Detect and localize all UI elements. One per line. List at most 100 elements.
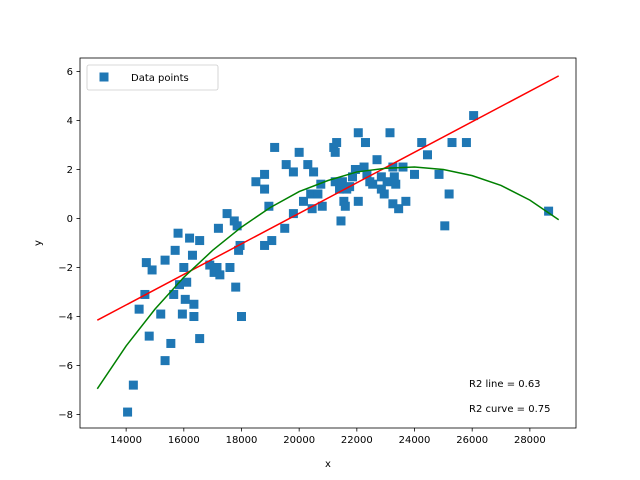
data-point-59 bbox=[330, 147, 340, 157]
data-point-12 bbox=[170, 245, 180, 255]
x-axis: 14000 16000 18000 20000 22000 24000 26000 28000 bbox=[110, 428, 546, 446]
data-point-9 bbox=[160, 255, 170, 265]
data-point-81 bbox=[379, 189, 389, 199]
data-point-8 bbox=[160, 356, 170, 366]
data-point-74 bbox=[360, 138, 370, 148]
data-point-94 bbox=[434, 169, 444, 179]
data-point-20 bbox=[187, 250, 197, 260]
x-tick-label-28000: 28000 bbox=[514, 435, 546, 446]
data-point-16 bbox=[179, 263, 189, 272]
data-point-42 bbox=[264, 201, 274, 211]
data-point-37 bbox=[236, 312, 246, 322]
data-point-79 bbox=[376, 184, 386, 194]
data-point-32 bbox=[229, 216, 239, 226]
x-axis-label: x bbox=[325, 459, 331, 470]
data-point-27 bbox=[212, 263, 222, 272]
y-axis: −8 −6 −4 −2 0 2 4 6 bbox=[58, 67, 80, 421]
y-tick-label-2: 2 bbox=[67, 165, 73, 176]
x-tick-label-14000: 14000 bbox=[110, 435, 142, 446]
data-point-5 bbox=[144, 331, 154, 341]
data-point-25 bbox=[205, 260, 215, 270]
data-point-53 bbox=[307, 204, 317, 214]
data-point-95 bbox=[440, 221, 450, 231]
data-point-82 bbox=[382, 177, 392, 187]
data-point-23 bbox=[195, 334, 205, 344]
y-axis-label: y bbox=[33, 240, 44, 246]
data-point-71 bbox=[353, 196, 363, 206]
data-point-47 bbox=[288, 209, 298, 219]
data-point-78 bbox=[372, 155, 382, 165]
plot-frame bbox=[79, 57, 577, 429]
data-point-92 bbox=[417, 138, 427, 148]
data-point-14 bbox=[174, 280, 184, 290]
y-tick-label-6: 6 bbox=[67, 67, 73, 78]
data-point-60 bbox=[330, 177, 340, 187]
data-point-56 bbox=[316, 179, 326, 189]
data-point-46 bbox=[281, 160, 291, 170]
data-point-75 bbox=[362, 169, 372, 179]
data-point-4 bbox=[141, 258, 151, 268]
legend: Data points bbox=[86, 64, 219, 91]
data-point-29 bbox=[215, 270, 225, 280]
data-point-40 bbox=[260, 184, 270, 194]
data-point-2 bbox=[134, 304, 144, 314]
data-point-26 bbox=[209, 267, 219, 277]
legend-box bbox=[86, 64, 219, 91]
data-point-100 bbox=[544, 206, 554, 216]
data-point-57 bbox=[317, 201, 327, 211]
plot-area bbox=[96, 75, 560, 417]
data-point-63 bbox=[336, 216, 346, 226]
y-tick-label--6: −6 bbox=[58, 361, 73, 372]
data-point-99 bbox=[469, 111, 479, 121]
data-point-48 bbox=[288, 167, 298, 177]
r2-line-annotation: R2 line = 0.63 bbox=[469, 379, 541, 390]
data-point-52 bbox=[306, 189, 316, 199]
data-point-86 bbox=[389, 172, 399, 182]
data-point-50 bbox=[298, 196, 308, 206]
data-point-83 bbox=[385, 128, 395, 138]
data-point-93 bbox=[422, 150, 432, 160]
data-point-49 bbox=[294, 147, 304, 157]
data-point-65 bbox=[339, 196, 349, 206]
data-point-30 bbox=[222, 209, 232, 219]
data-point-70 bbox=[350, 164, 360, 174]
data-point-87 bbox=[391, 179, 401, 189]
x-tick-label-20000: 20000 bbox=[283, 435, 315, 446]
data-point-1 bbox=[128, 380, 138, 390]
data-point-7 bbox=[156, 309, 166, 319]
legend-marker-square bbox=[99, 72, 109, 82]
data-point-73 bbox=[359, 162, 369, 172]
data-point-66 bbox=[340, 201, 350, 211]
data-point-58 bbox=[329, 142, 339, 152]
data-point-55 bbox=[313, 189, 323, 199]
data-point-90 bbox=[401, 196, 411, 206]
fit-linear-line bbox=[96, 75, 560, 321]
data-point-44 bbox=[270, 142, 280, 152]
data-point-11 bbox=[169, 289, 179, 299]
data-point-31 bbox=[225, 263, 235, 272]
data-point-69 bbox=[348, 172, 358, 182]
data-point-85 bbox=[388, 199, 398, 209]
data-point-61 bbox=[332, 138, 342, 148]
x-tick-label-22000: 22000 bbox=[341, 435, 373, 446]
y-tick-label--2: −2 bbox=[58, 263, 73, 274]
data-point-35 bbox=[234, 245, 244, 255]
data-point-21 bbox=[189, 312, 199, 322]
x-tick-label-26000: 26000 bbox=[456, 435, 488, 446]
data-point-91 bbox=[410, 169, 420, 179]
y-tick-label-4: 4 bbox=[67, 116, 73, 127]
data-point-13 bbox=[173, 228, 183, 238]
data-point-18 bbox=[182, 277, 192, 287]
data-point-88 bbox=[394, 204, 404, 214]
data-point-62 bbox=[335, 184, 345, 194]
data-point-10 bbox=[166, 338, 176, 348]
y-tick-label--8: −8 bbox=[58, 410, 73, 421]
y-tick-label--4: −4 bbox=[58, 312, 73, 323]
data-point-34 bbox=[232, 221, 242, 231]
r2-curve-annotation: R2 curve = 0.75 bbox=[469, 404, 551, 415]
data-point-15 bbox=[177, 309, 187, 319]
data-point-6 bbox=[147, 265, 157, 275]
data-point-33 bbox=[231, 282, 241, 292]
